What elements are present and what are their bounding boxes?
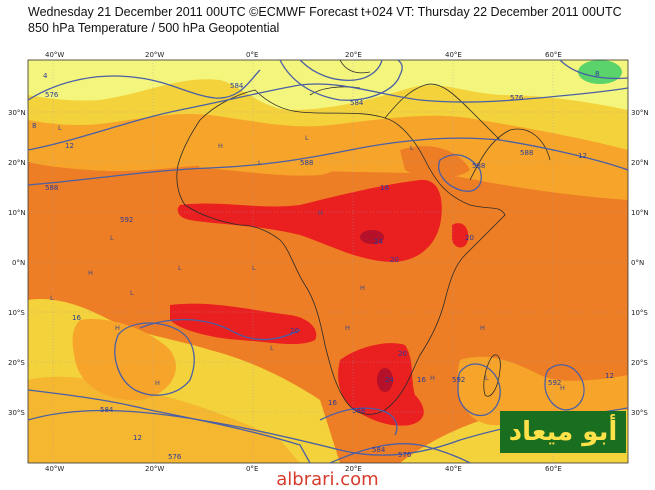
svg-text:H: H (115, 324, 120, 332)
forecast-subtitle: 850 hPa Temperature / 500 hPa Geopotenti… (28, 21, 280, 35)
temperature-label: 16 (380, 184, 389, 192)
lat-tick: 20°S (631, 359, 648, 367)
svg-text:H: H (480, 324, 485, 332)
contour-label: 588 (472, 162, 485, 170)
temperature-label: 24 (374, 238, 383, 246)
temperature-label: 24 (385, 376, 394, 384)
lon-tick: 40°W (45, 465, 64, 473)
svg-text:L: L (58, 124, 62, 132)
lon-tick: 20°E (345, 465, 362, 473)
svg-text:H: H (88, 269, 93, 277)
temperature-label: 8 (32, 122, 36, 130)
svg-text:H: H (155, 379, 160, 387)
temperature-label: 16 (417, 376, 426, 384)
lat-tick: 0°N (631, 259, 644, 267)
temperature-labels: 4 8 12 16 16 16 20 20 24 20 20 24 16 12 … (32, 70, 614, 442)
lon-tick: 0°E (246, 51, 258, 59)
lat-tick: 20°S (8, 359, 25, 367)
svg-text:L: L (178, 264, 182, 272)
lon-tick: 20°W (145, 465, 164, 473)
lat-tick: 10°S (8, 309, 25, 317)
lon-ticks-bottom: 40°W 20°W 0°E 20°E 40°E 60°E (45, 465, 562, 473)
svg-text:L: L (110, 234, 114, 242)
temperature-label: 12 (605, 372, 614, 380)
lat-tick: 0°N (12, 259, 25, 267)
lat-tick: 20°N (631, 159, 649, 167)
svg-text:L: L (130, 289, 134, 297)
svg-text:H: H (560, 384, 565, 392)
lat-tick: 30°S (8, 409, 25, 417)
contour-label: 576 (510, 94, 524, 102)
lon-tick: 20°E (345, 51, 362, 59)
temperature-label: 12 (578, 152, 587, 160)
temperature-label: 12 (65, 142, 74, 150)
contour-label: 576 (398, 451, 412, 459)
temperature-label: 20 (398, 350, 407, 358)
contour-labels: 576 584 576 584 588 588 588 588 584 576 … (45, 82, 561, 461)
temperature-label: 16 (72, 314, 81, 322)
temperature-label: 4 (43, 72, 48, 80)
svg-text:H: H (360, 284, 365, 292)
forecast-title: Wednesday 21 December 2011 00UTC ©ECMWF … (28, 5, 622, 19)
svg-text:L: L (305, 134, 309, 142)
svg-text:H: H (218, 142, 223, 150)
svg-text:L: L (270, 344, 274, 352)
contour-label: 588 (300, 159, 313, 167)
contour-label: 588 (45, 184, 58, 192)
lon-tick: 20°W (145, 51, 164, 59)
contour-label: 592 (548, 379, 561, 387)
lat-tick: 10°N (631, 209, 649, 217)
svg-text:L: L (252, 264, 256, 272)
pressure-markers: L L L H L H H L H H L H H H L L H L H L L (50, 124, 565, 392)
contour-label: 576 (45, 91, 59, 99)
contour-label: 584 (372, 446, 386, 454)
lat-tick: 10°S (631, 309, 648, 317)
temperature-label: 12 (133, 434, 142, 442)
lat-tick: 30°N (8, 109, 26, 117)
temperature-label: 8 (595, 70, 599, 78)
contour-label: 592 (120, 216, 133, 224)
lat-ticks-right: 30°N 20°N 10°N 0°N 10°S 20°S 30°S (631, 109, 649, 417)
map-frame (27, 59, 629, 464)
lat-ticks-left: 30°N 20°N 10°N 0°N 10°S 20°S 30°S (8, 109, 26, 417)
svg-text:L: L (258, 159, 262, 167)
contour-label: 584 (100, 406, 114, 414)
svg-text:H: H (345, 324, 350, 332)
lon-tick: 0°E (246, 465, 258, 473)
lat-tick: 20°N (8, 159, 26, 167)
lat-tick: 10°N (8, 209, 26, 217)
temperature-label: 20 (390, 256, 399, 264)
svg-text:L: L (50, 294, 54, 302)
temperature-label: 20 (465, 234, 474, 242)
site-link[interactable]: albrari.com (276, 469, 379, 490)
temperature-label: 16 (328, 399, 337, 407)
contour-label: 592 (452, 376, 465, 384)
contour-label: 588 (520, 149, 533, 157)
svg-text:L: L (485, 374, 489, 382)
lon-tick: 60°E (545, 465, 562, 473)
contour-label: 576 (168, 453, 182, 461)
graticule (28, 60, 628, 463)
contour-label: 588 (352, 407, 365, 415)
lon-tick: 60°E (545, 51, 562, 59)
lat-tick: 30°S (631, 409, 648, 417)
temperature-label: 20 (290, 327, 299, 335)
lon-tick: 40°E (445, 465, 462, 473)
svg-text:H: H (430, 374, 435, 382)
svg-text:L: L (410, 144, 414, 152)
lon-tick: 40°E (445, 51, 462, 59)
geopotential-contours (28, 60, 628, 463)
lat-tick: 30°N (631, 109, 649, 117)
svg-text:H: H (318, 209, 323, 217)
lon-tick: 40°W (45, 51, 64, 59)
contour-label: 584 (350, 99, 364, 107)
watermark-badge: أبو ميعاد (500, 411, 626, 453)
contour-label: 584 (230, 82, 244, 90)
lon-ticks-top: 40°W 20°W 0°E 20°E 40°E 60°E (45, 51, 562, 59)
